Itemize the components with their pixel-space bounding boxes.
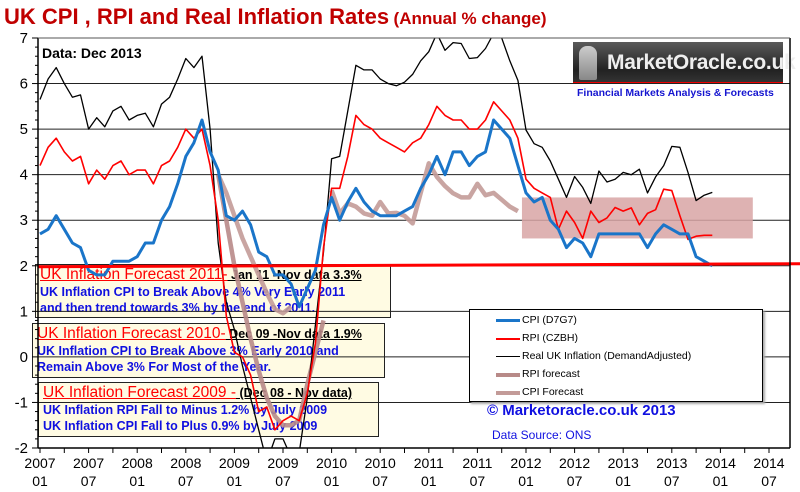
- x-tick-label-month: 01: [324, 473, 340, 489]
- copyright-text: © Marketoracle.co.uk 2013: [487, 402, 676, 419]
- y-tick-label: 2: [20, 258, 28, 275]
- data-source-text: Data Source: ONS: [492, 428, 592, 442]
- legend-label: RPI forecast: [522, 368, 580, 380]
- x-tick-label-month: 07: [761, 473, 777, 489]
- annotation-line: UK Inflation CPI to Break Above 4% Very …: [40, 285, 346, 299]
- y-tick-label: 5: [20, 121, 28, 138]
- legend-label: RPI (CZBH): [522, 332, 578, 344]
- x-tick-label-year: 2011: [414, 455, 444, 471]
- annotation-title: UK Inflation Forecast 2010-: [37, 325, 226, 342]
- x-tick-label-year: 2010: [365, 455, 396, 471]
- x-tick-label-year: 2012: [510, 455, 541, 471]
- x-tick-label-month: 01: [421, 473, 437, 489]
- x-tick-label-year: 2009: [267, 455, 298, 471]
- x-tick-label-year: 2007: [73, 455, 104, 471]
- annotation-forecast-2009: UK Inflation Forecast 2009 - (Dec 08 - N…: [38, 382, 379, 437]
- legend: CPI (D7G7) RPI (CZBH) Real UK Inflation …: [469, 309, 763, 402]
- x-tick-label-month: 01: [227, 473, 243, 489]
- chart-title: UK CPI , RPI and Real Inflation Rates (A…: [4, 4, 547, 30]
- x-tick-label-month: 07: [81, 473, 97, 489]
- x-tick-label-year: 2007: [24, 455, 55, 471]
- annotation-title: UK Inflation Forecast 2011-: [40, 266, 228, 283]
- y-tick-label: 0: [20, 349, 28, 366]
- shaded-band: [521, 197, 753, 239]
- title-main: UK CPI , RPI and Real Inflation Rates: [4, 4, 390, 29]
- annotation-line: Remain Above 3% For Most of the Year.: [37, 360, 272, 374]
- x-tick-label-year: 2008: [122, 455, 153, 471]
- y-tick-label: 4: [20, 167, 28, 184]
- x-tick-label-month: 01: [713, 473, 729, 489]
- x-tick-label-month: 07: [275, 473, 291, 489]
- legend-swatch-cpi: [496, 319, 520, 322]
- legend-label: CPI Forecast: [522, 386, 584, 398]
- x-tick-label-year: 2008: [170, 455, 201, 471]
- title-subtitle: (Annual % change): [393, 9, 547, 28]
- x-tick-label-year: 2010: [316, 455, 347, 471]
- legend-swatch-real: [496, 356, 520, 357]
- y-tick-label: 6: [20, 76, 28, 93]
- y-tick-label: -2: [15, 440, 28, 457]
- data-date-label: Data: Dec 2013: [42, 45, 142, 61]
- x-tick-label-year: 2014: [705, 455, 736, 471]
- x-tick-label-month: 07: [664, 473, 680, 489]
- y-tick-label: 3: [20, 212, 28, 229]
- x-tick-label-year: 2013: [656, 455, 687, 471]
- annotation-line: UK Inflation CPI to Break Above 3% Early…: [37, 344, 339, 358]
- annotation-line: UK Inflation CPI Fall to Plus 0.9% by Ju…: [43, 419, 318, 433]
- annotation-forecast-2010: UK Inflation Forecast 2010- Dec 09 -Nov …: [32, 323, 385, 378]
- annotation-subtitle: Dec 09 -Nov data 1.9%: [225, 327, 362, 341]
- legend-swatch-rpi: [496, 338, 520, 340]
- series-cpi-forecast-line: [329, 161, 519, 226]
- x-tick-label-month: 07: [178, 473, 194, 489]
- statue-icon: [579, 46, 597, 80]
- annotation-subtitle: (Dec 08 - Nov data): [236, 386, 353, 400]
- annotation-line: UK Inflation RPI Fall to Minus 1.2% by J…: [43, 403, 328, 417]
- x-tick-label-month: 01: [129, 473, 145, 489]
- y-tick-label: -1: [15, 394, 28, 411]
- legend-swatch-rpi-forecast: [496, 373, 520, 377]
- marketoracle-logo: MarketOracle.co.uk: [573, 42, 796, 84]
- annotation-line: and then trend towards 3% by the end of …: [40, 301, 316, 315]
- logo-tagline: Financial Markets Analysis & Forecasts: [577, 87, 774, 99]
- y-tick-label: 1: [20, 303, 28, 320]
- shaded-band-layer: [521, 197, 753, 239]
- legend-label: CPI (D7G7): [522, 314, 577, 326]
- x-tick-label-month: 07: [372, 473, 388, 489]
- x-tick-label-month: 07: [470, 473, 486, 489]
- x-tick-label-year: 2013: [608, 455, 639, 471]
- x-tick-label-month: 07: [567, 473, 583, 489]
- x-tick-label-year: 2014: [753, 455, 784, 471]
- x-tick-label-month: 01: [518, 473, 534, 489]
- x-tick-label-year: 2009: [219, 455, 250, 471]
- x-tick-label-year: 2012: [559, 455, 590, 471]
- x-tick-label-month: 01: [615, 473, 631, 489]
- x-tick-label-month: 01: [32, 473, 48, 489]
- legend-swatch-cpi-forecast: [496, 391, 520, 395]
- legend-label: Real UK Inflation (DemandAdjusted): [522, 350, 692, 362]
- logo-text: MarketOracle.co.uk: [607, 51, 796, 74]
- annotation-title: UK Inflation Forecast 2009 -: [43, 384, 236, 401]
- y-tick-label: 7: [20, 30, 28, 47]
- x-tick-label-year: 2011: [462, 455, 492, 471]
- annotation-subtitle: Jan 11 -Nov data 3.3%: [227, 268, 362, 282]
- annotation-forecast-2011: UK Inflation Forecast 2011- Jan 11 -Nov …: [35, 264, 391, 318]
